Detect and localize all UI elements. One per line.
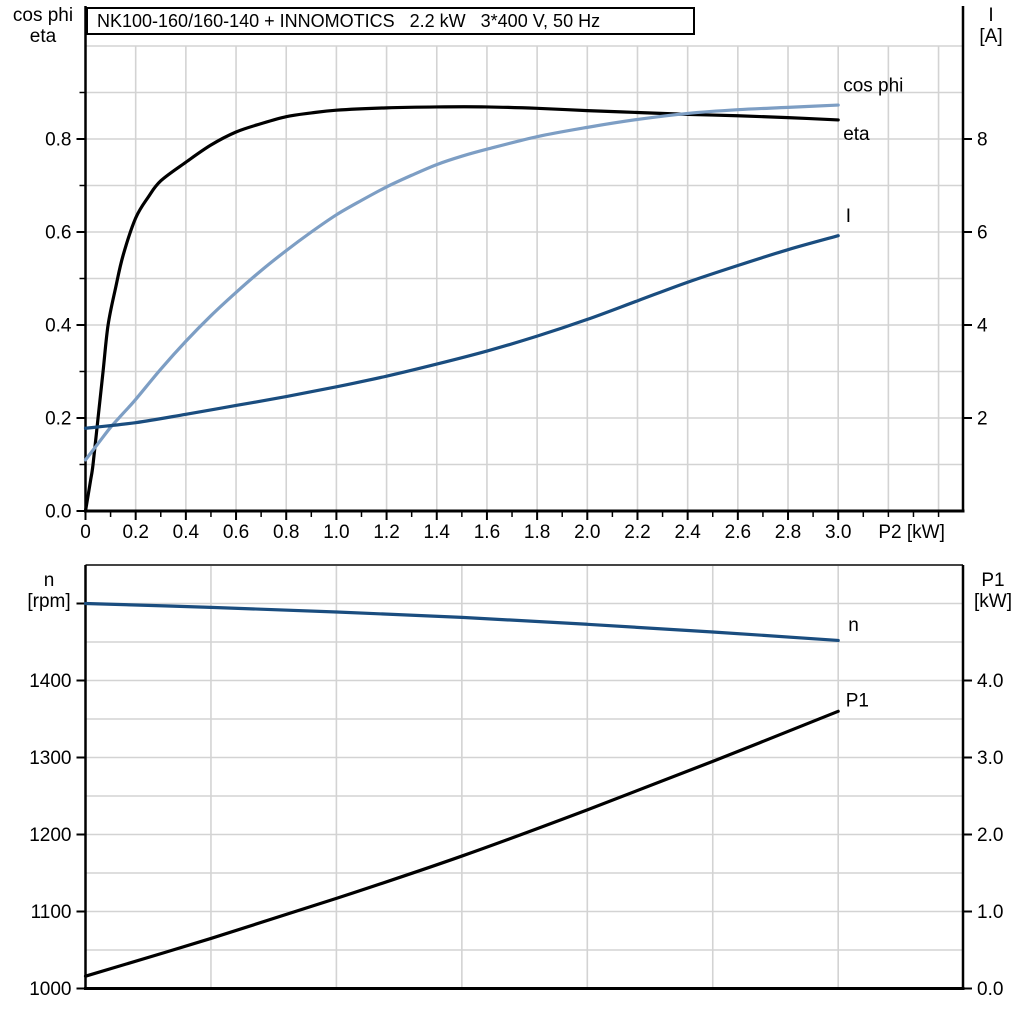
x-tick-label: 0 [80, 522, 91, 543]
x-tick-label: 1.8 [524, 522, 550, 543]
top-right-axis-header-line1: I [988, 5, 994, 26]
series-path-eta [83, 105, 840, 513]
left-tick-label: 1400 [29, 671, 71, 692]
right-tick-label: 4 [977, 316, 988, 337]
x-tick-label: 1.4 [424, 522, 451, 543]
top-left-axis-header-line1: cos phi [12, 5, 74, 26]
top-right-axis-header-line2: [A] [979, 26, 1003, 47]
chart-title: NK100-160/160-140 + INNOMOTICS 2.2 kW 3*… [97, 10, 601, 31]
x-tick-label: 2.6 [725, 522, 751, 543]
series-path-power-input [83, 709, 840, 978]
top-left-axis-header-line2: eta [29, 26, 57, 47]
series-label-current: I [846, 206, 851, 227]
right-tick-label: 6 [977, 223, 988, 244]
right-tick-label: 0.0 [977, 979, 1003, 1000]
top-right-axis-header: I [A] [962, 5, 1020, 47]
left-tick-label: 0.8 [45, 130, 71, 151]
bottom-left-axis-header-line1: n [43, 570, 55, 591]
right-tick-label: 1.0 [977, 902, 1003, 923]
x-tick-label: 2.4 [674, 522, 701, 543]
x-tick-label: 0.6 [223, 522, 249, 543]
bottom-right-axis-header: P1 [kW] [964, 570, 1022, 612]
x-tick-label: 1.2 [373, 522, 399, 543]
series-path-cos-phi [83, 103, 840, 462]
series-label-cos-phi: cos phi [843, 76, 903, 97]
x-tick-label: 2.2 [624, 522, 650, 543]
x-tick-label: 0.8 [273, 522, 299, 543]
bottom-right-axis-header-line1: P1 [981, 570, 1005, 591]
left-tick-label: 0.6 [45, 223, 71, 244]
x-axis-label: P2 [kW] [878, 522, 945, 543]
right-tick-label: 3.0 [977, 748, 1003, 769]
x-tick-label: 2.0 [574, 522, 600, 543]
right-tick-label: 4.0 [977, 671, 1003, 692]
series-path-current [83, 234, 840, 430]
x-tick-label: 0.4 [173, 522, 200, 543]
left-tick-label: 0.0 [45, 502, 71, 523]
x-tick-label: 2.8 [775, 522, 801, 543]
right-tick-label: 2 [977, 409, 988, 430]
x-tick-label: 3.0 [825, 522, 851, 543]
top-left-axis-header: cos phi eta [4, 5, 82, 47]
left-tick-label: 1200 [29, 825, 71, 846]
bottom-left-axis-header: n [rpm] [10, 570, 88, 612]
left-tick-label: 1100 [31, 902, 72, 923]
right-tick-label: 2.0 [977, 825, 1003, 846]
right-tick-label: 8 [977, 130, 988, 151]
x-tick-label: 1.0 [323, 522, 349, 543]
series-label-power-input: P1 [846, 691, 869, 712]
left-tick-label: 1000 [29, 979, 71, 1000]
x-tick-label: 0.2 [122, 522, 148, 543]
bottom-right-axis-header-line2: [kW] [974, 591, 1012, 612]
series-path-speed [83, 601, 840, 643]
left-tick-label: 0.2 [45, 409, 71, 430]
left-tick-label: 1300 [29, 748, 71, 769]
bottom-left-axis-header-line2: [rpm] [27, 591, 71, 612]
x-tick-label: 1.6 [474, 522, 500, 543]
left-tick-label: 0.4 [45, 316, 72, 337]
chart-title-box: NK100-160/160-140 + INNOMOTICS 2.2 kW 3*… [86, 7, 695, 35]
series-label-speed: n [848, 615, 859, 636]
series-label-eta: eta [843, 124, 870, 145]
